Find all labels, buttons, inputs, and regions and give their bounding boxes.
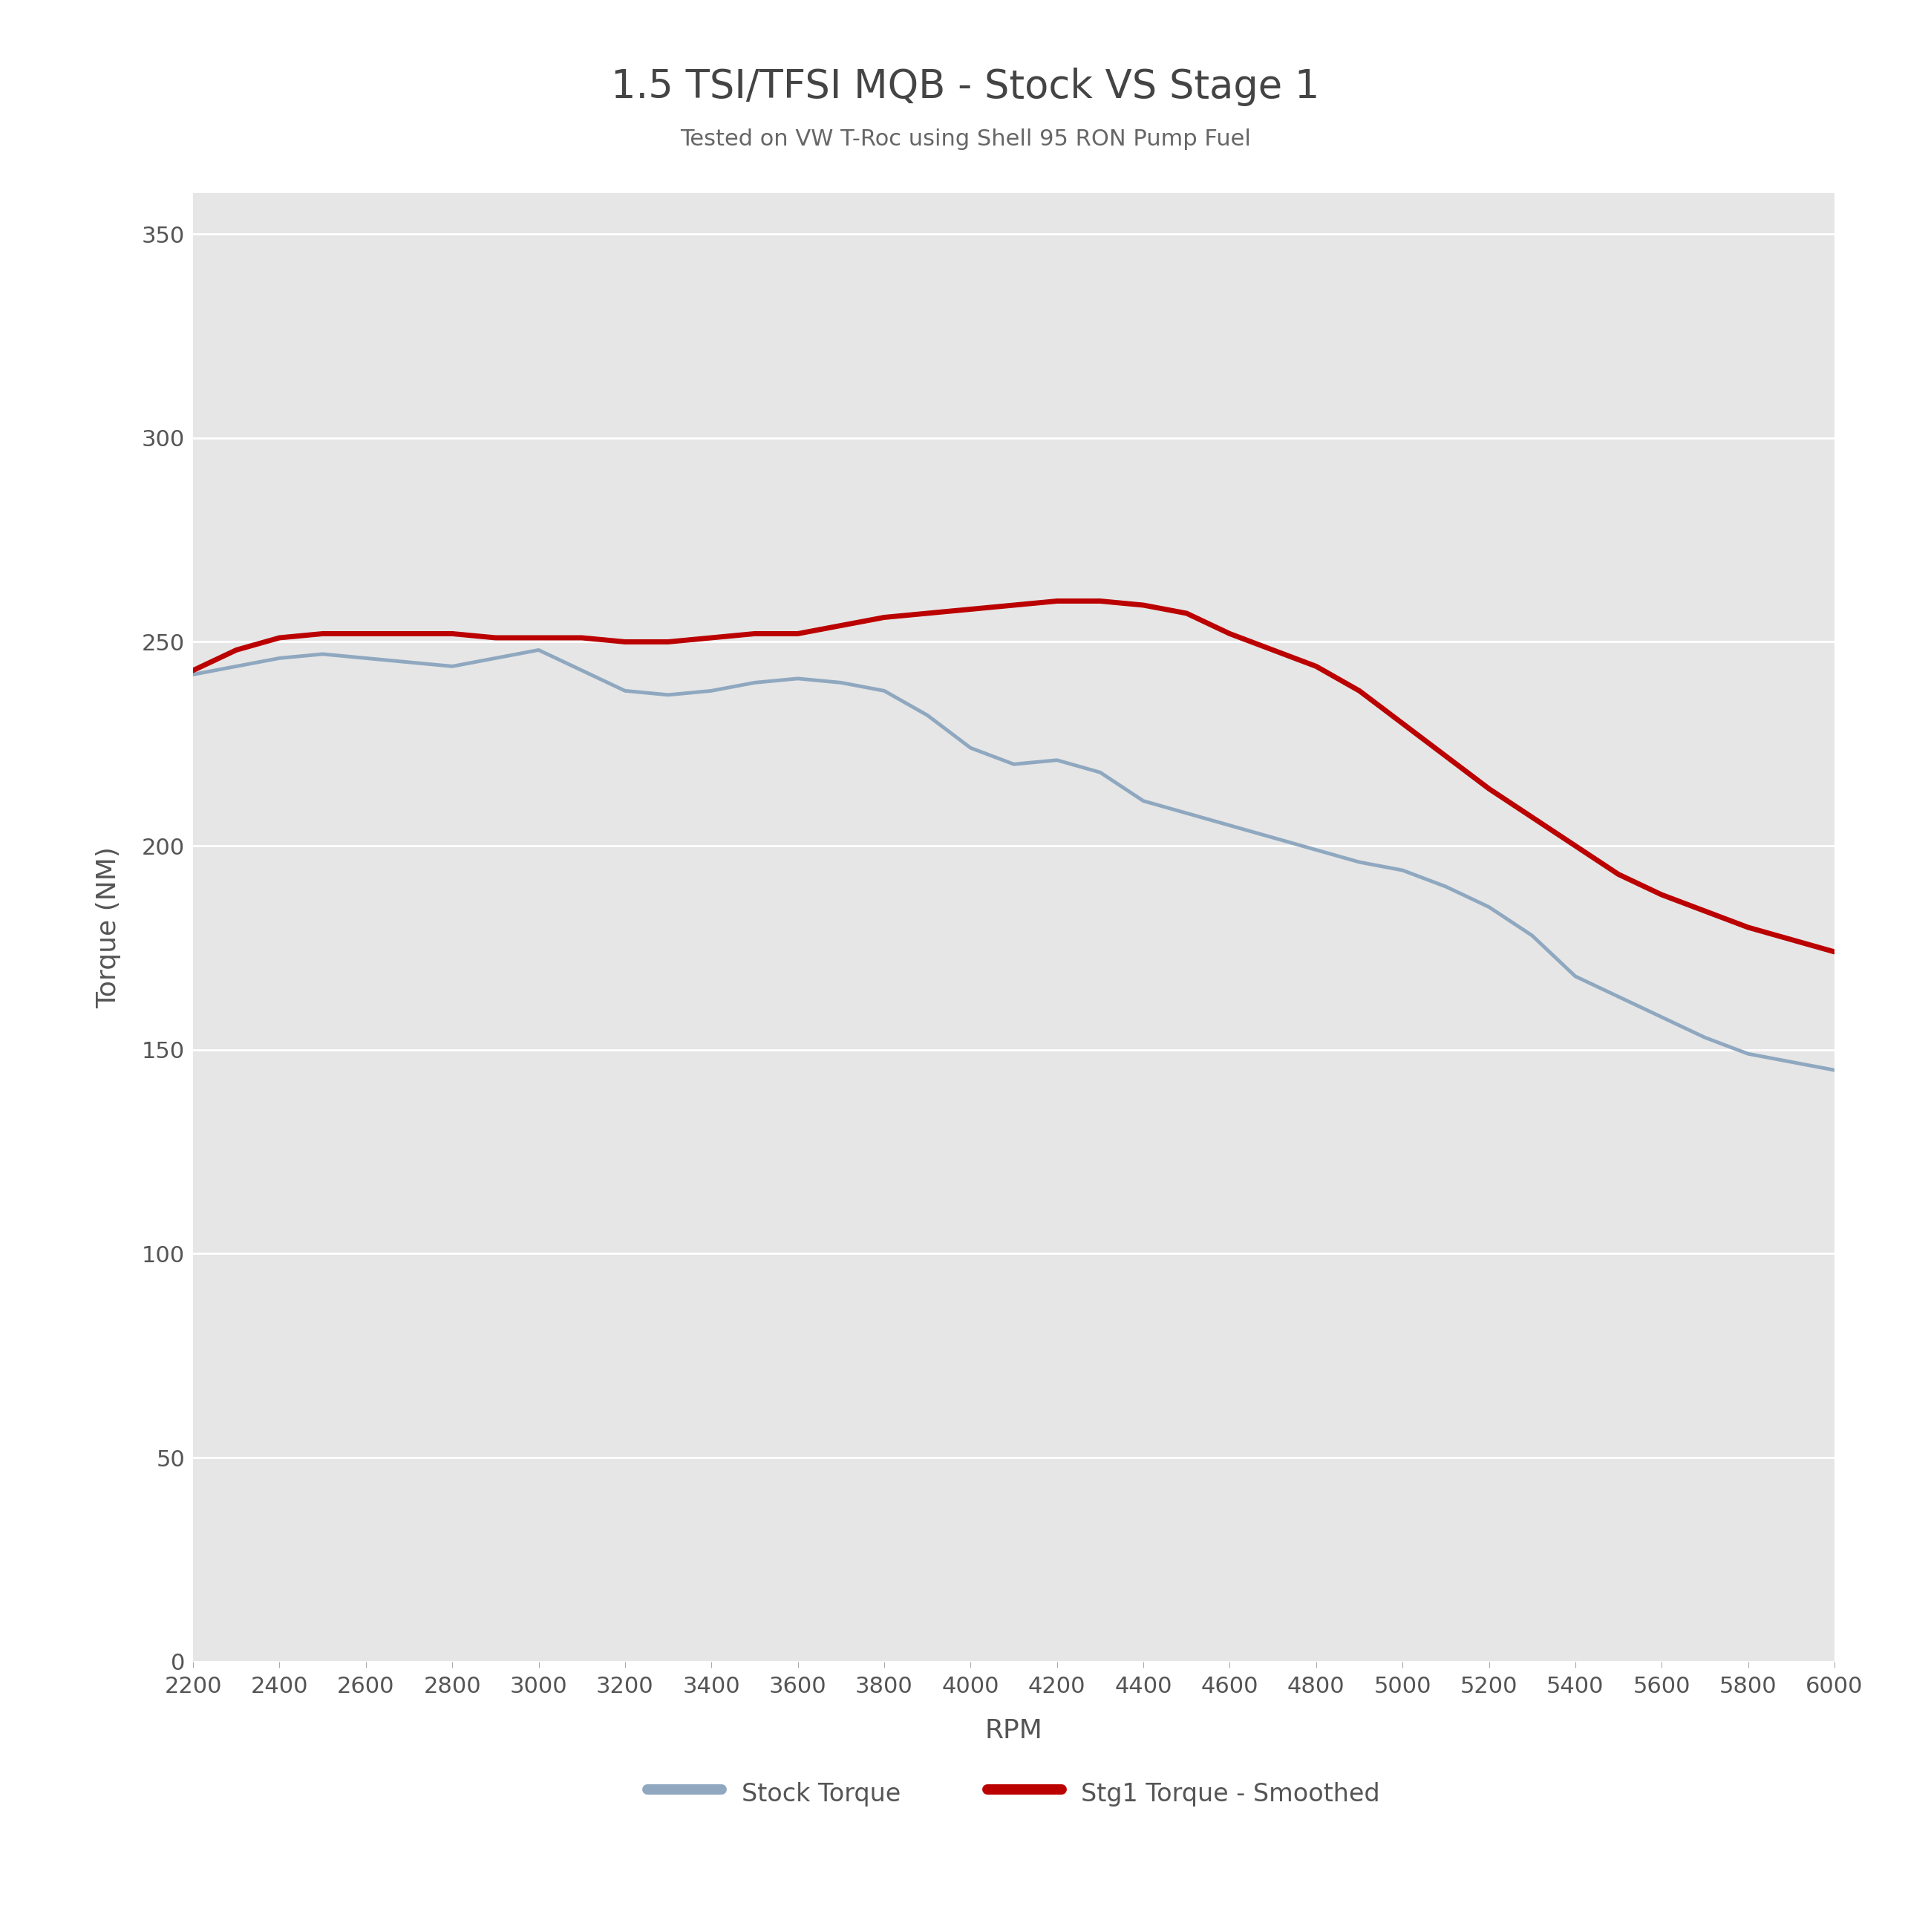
Stg1 Torque - Smoothed <box>915 601 938 624</box>
Stock Torque <box>915 703 938 726</box>
Stg1 Torque - Smoothed <box>1305 655 1329 678</box>
Stock Torque <box>1390 858 1413 881</box>
Stg1 Torque - Smoothed <box>1477 777 1500 800</box>
Text: 1.5 TSI/TFSI MQB - Stock VS Stage 1: 1.5 TSI/TFSI MQB - Stock VS Stage 1 <box>612 68 1319 106</box>
Stock Torque <box>1002 753 1025 777</box>
Stock Torque <box>1261 827 1284 850</box>
Stock Torque <box>1693 1026 1717 1049</box>
Stock Torque <box>1089 761 1112 784</box>
Stock Torque <box>485 647 508 670</box>
Stg1 Torque - Smoothed <box>1218 622 1242 645</box>
Stock Torque <box>1348 850 1371 873</box>
Stg1 Torque - Smoothed <box>614 630 637 653</box>
Stg1 Torque - Smoothed <box>1607 864 1630 887</box>
Stock Torque <box>1435 875 1458 898</box>
Stg1 Torque - Smoothed <box>1435 744 1458 767</box>
Stg1 Torque - Smoothed <box>1348 680 1371 703</box>
Stg1 Torque - Smoothed <box>699 626 722 649</box>
Stock Torque <box>1607 985 1630 1009</box>
Stg1 Torque - Smoothed <box>830 614 854 638</box>
Line: Stock Torque: Stock Torque <box>193 649 1834 1070</box>
Stock Torque <box>1218 813 1242 837</box>
Stock Torque <box>1823 1059 1846 1082</box>
Stock Torque <box>182 663 205 686</box>
Stock Torque <box>224 655 247 678</box>
Stg1 Torque - Smoothed <box>873 607 896 630</box>
Stock Torque <box>527 638 550 661</box>
Stg1 Torque - Smoothed <box>527 626 550 649</box>
Line: Stg1 Torque - Smoothed: Stg1 Torque - Smoothed <box>193 601 1834 952</box>
Stock Torque <box>1651 1005 1674 1028</box>
Stock Torque <box>1736 1041 1759 1065</box>
Stock Torque <box>699 680 722 703</box>
Stock Torque <box>1132 790 1155 813</box>
Stg1 Torque - Smoothed <box>1780 927 1804 951</box>
Stg1 Torque - Smoothed <box>1693 900 1717 923</box>
Stock Torque <box>786 667 809 690</box>
Stock Torque <box>1564 964 1587 987</box>
Stock Torque <box>311 643 334 667</box>
Stg1 Torque - Smoothed <box>1390 711 1413 734</box>
Stg1 Torque - Smoothed <box>224 638 247 661</box>
Stg1 Torque - Smoothed <box>268 626 292 649</box>
Stock Torque <box>1045 748 1068 771</box>
Stg1 Torque - Smoothed <box>1045 589 1068 612</box>
Stock Torque <box>743 670 767 694</box>
Stock Torque <box>873 680 896 703</box>
Stg1 Torque - Smoothed <box>1520 806 1543 829</box>
Stg1 Torque - Smoothed <box>311 622 334 645</box>
Stock Torque <box>440 655 463 678</box>
Stg1 Torque - Smoothed <box>1089 589 1112 612</box>
Stock Torque <box>1174 802 1197 825</box>
Stock Torque <box>398 651 421 674</box>
Stg1 Torque - Smoothed <box>1174 601 1197 624</box>
Stock Torque <box>830 670 854 694</box>
Stock Torque <box>614 680 637 703</box>
Stock Torque <box>657 684 680 707</box>
Stock Torque <box>268 647 292 670</box>
Stg1 Torque - Smoothed <box>353 622 377 645</box>
Stg1 Torque - Smoothed <box>1823 941 1846 964</box>
Y-axis label: Torque (NM): Torque (NM) <box>97 846 122 1009</box>
Stg1 Torque - Smoothed <box>743 622 767 645</box>
Stg1 Torque - Smoothed <box>398 622 421 645</box>
Stg1 Torque - Smoothed <box>570 626 593 649</box>
Stg1 Torque - Smoothed <box>1564 835 1587 858</box>
Legend: Stock Torque, Stg1 Torque - Smoothed: Stock Torque, Stg1 Torque - Smoothed <box>637 1768 1390 1818</box>
Stg1 Torque - Smoothed <box>440 622 463 645</box>
Stg1 Torque - Smoothed <box>1002 593 1025 616</box>
Stock Torque <box>1305 838 1329 862</box>
Text: Tested on VW T-Roc using Shell 95 RON Pump Fuel: Tested on VW T-Roc using Shell 95 RON Pu… <box>680 128 1251 151</box>
Stg1 Torque - Smoothed <box>1132 593 1155 616</box>
X-axis label: RPM: RPM <box>985 1718 1043 1743</box>
Stock Torque <box>570 659 593 682</box>
Stock Torque <box>353 647 377 670</box>
Stg1 Torque - Smoothed <box>786 622 809 645</box>
Stg1 Torque - Smoothed <box>1261 638 1284 661</box>
Stock Torque <box>1780 1051 1804 1074</box>
Stg1 Torque - Smoothed <box>960 597 983 620</box>
Stg1 Torque - Smoothed <box>1736 916 1759 939</box>
Stg1 Torque - Smoothed <box>657 630 680 653</box>
Stock Torque <box>1477 895 1500 918</box>
Stg1 Torque - Smoothed <box>182 659 205 682</box>
Stg1 Torque - Smoothed <box>485 626 508 649</box>
Stock Torque <box>1520 923 1543 947</box>
Stock Torque <box>960 736 983 759</box>
Stg1 Torque - Smoothed <box>1651 883 1674 906</box>
